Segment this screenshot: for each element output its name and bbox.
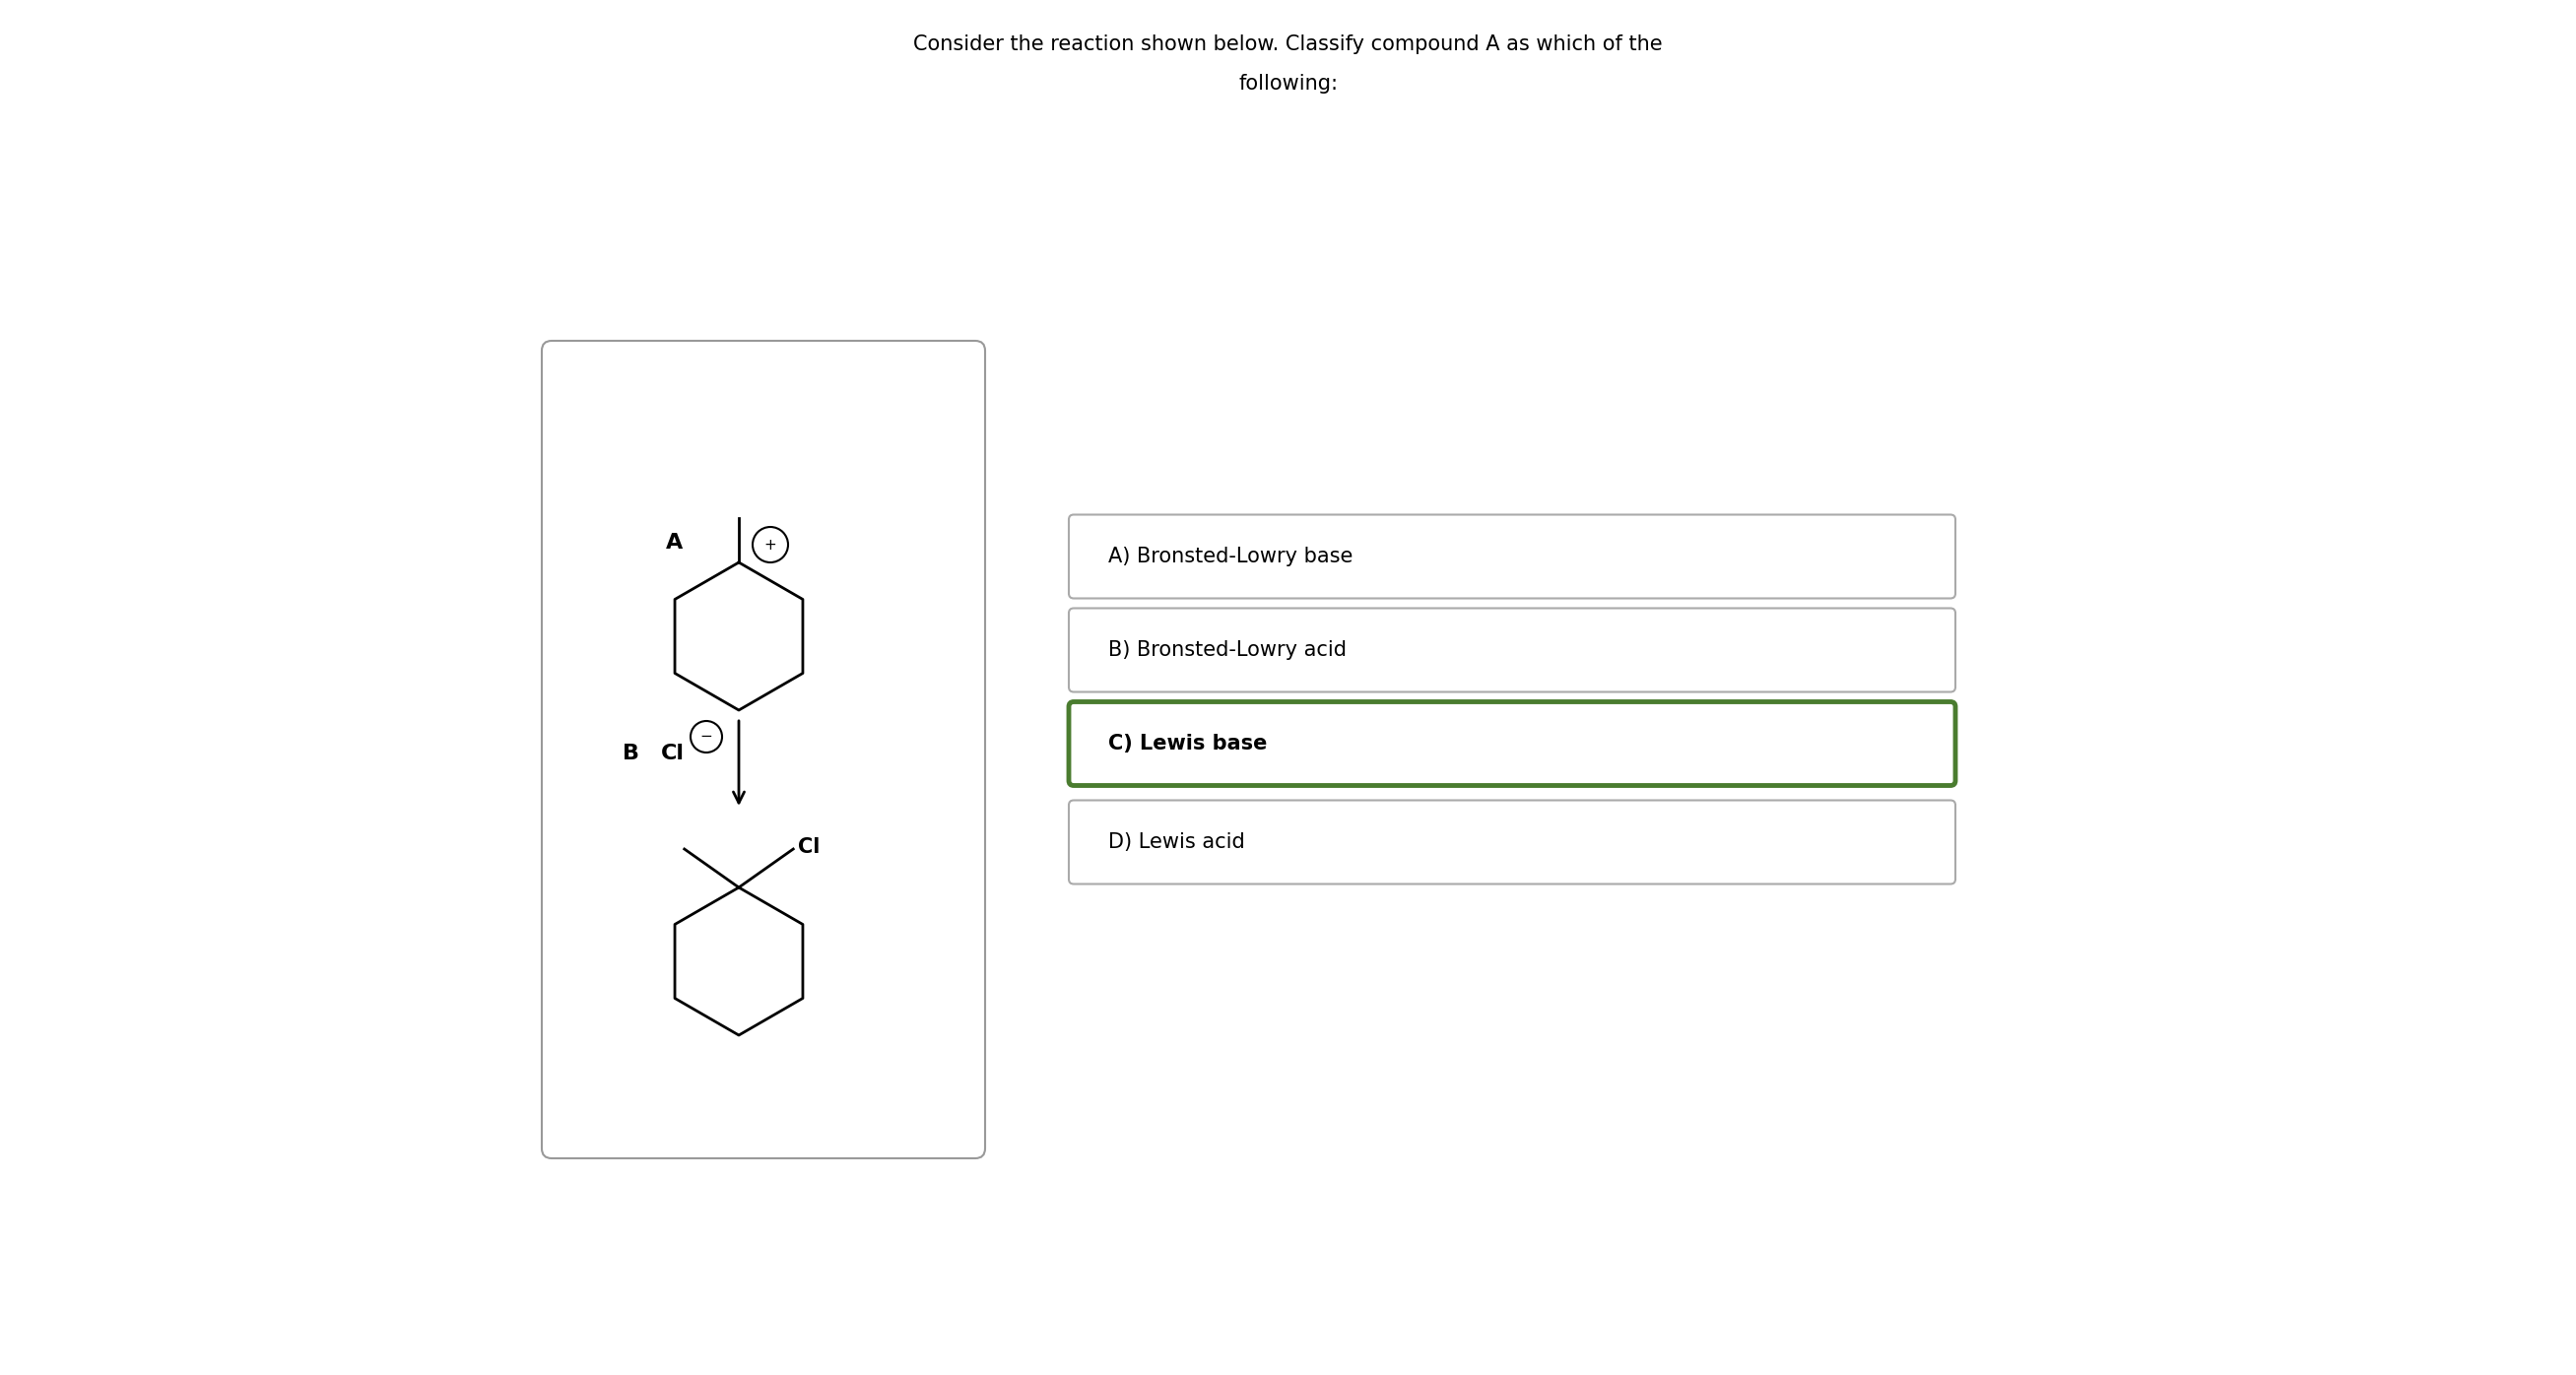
- FancyBboxPatch shape: [1069, 701, 1955, 785]
- Text: B: B: [621, 744, 639, 763]
- Text: following:: following:: [1239, 74, 1337, 94]
- Text: D) Lewis acid: D) Lewis acid: [1108, 832, 1244, 852]
- Text: +: +: [765, 538, 775, 553]
- FancyBboxPatch shape: [1069, 514, 1955, 598]
- Text: Cl: Cl: [799, 837, 819, 857]
- FancyBboxPatch shape: [541, 341, 984, 1158]
- Text: A) Bronsted-Lowry base: A) Bronsted-Lowry base: [1108, 547, 1352, 566]
- Text: C) Lewis base: C) Lewis base: [1108, 734, 1267, 754]
- Text: −: −: [701, 729, 714, 744]
- FancyBboxPatch shape: [1069, 608, 1955, 692]
- Text: Cl: Cl: [662, 744, 685, 763]
- Text: B) Bronsted-Lowry acid: B) Bronsted-Lowry acid: [1108, 641, 1347, 660]
- FancyBboxPatch shape: [1069, 800, 1955, 884]
- Text: A: A: [667, 534, 683, 553]
- Text: Consider the reaction shown below. Classify compound A as which of the: Consider the reaction shown below. Class…: [914, 34, 1662, 54]
